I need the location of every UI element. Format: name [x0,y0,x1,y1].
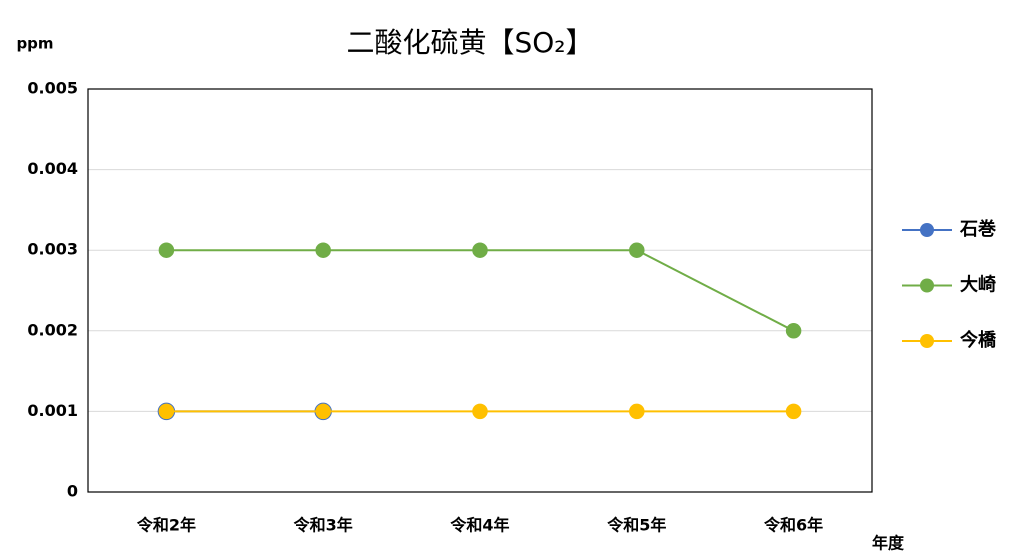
legend-marker [920,278,934,293]
data-point [158,242,175,258]
x-tick-label: 令和5年 [606,516,666,535]
data-point [315,242,331,258]
data-point [315,403,331,420]
y-tick-label: 0.005 [27,79,78,98]
data-point [629,403,645,420]
data-point [785,403,802,420]
y-tick-label: 0 [67,482,78,501]
data-point [472,242,488,258]
data-point [472,403,488,420]
legend-label: 今橋 [960,329,997,351]
x-axis-label: 年度 [872,534,905,553]
y-axis-label: ppm [16,35,53,53]
y-tick-label: 0.004 [27,159,78,178]
plot-border [87,88,873,493]
data-point [785,323,802,339]
legend-marker [920,223,934,237]
y-tick-label: 0.002 [27,320,78,339]
y-tick-label: 0.003 [27,240,78,259]
legend-label: 石巻 [959,218,997,240]
data-point [158,403,175,420]
legend-label: 大崎 [960,274,996,296]
chart-title: 二酸化硫黄【SO₂】 [346,26,593,59]
x-tick-label: 令和6年 [763,516,823,535]
x-tick-label: 令和4年 [449,516,509,535]
data-point [629,242,645,258]
y-tick-label: 0.001 [27,401,78,420]
x-tick-label: 令和2年 [136,516,196,535]
legend-marker [920,334,934,348]
x-tick-label: 令和3年 [293,516,353,535]
